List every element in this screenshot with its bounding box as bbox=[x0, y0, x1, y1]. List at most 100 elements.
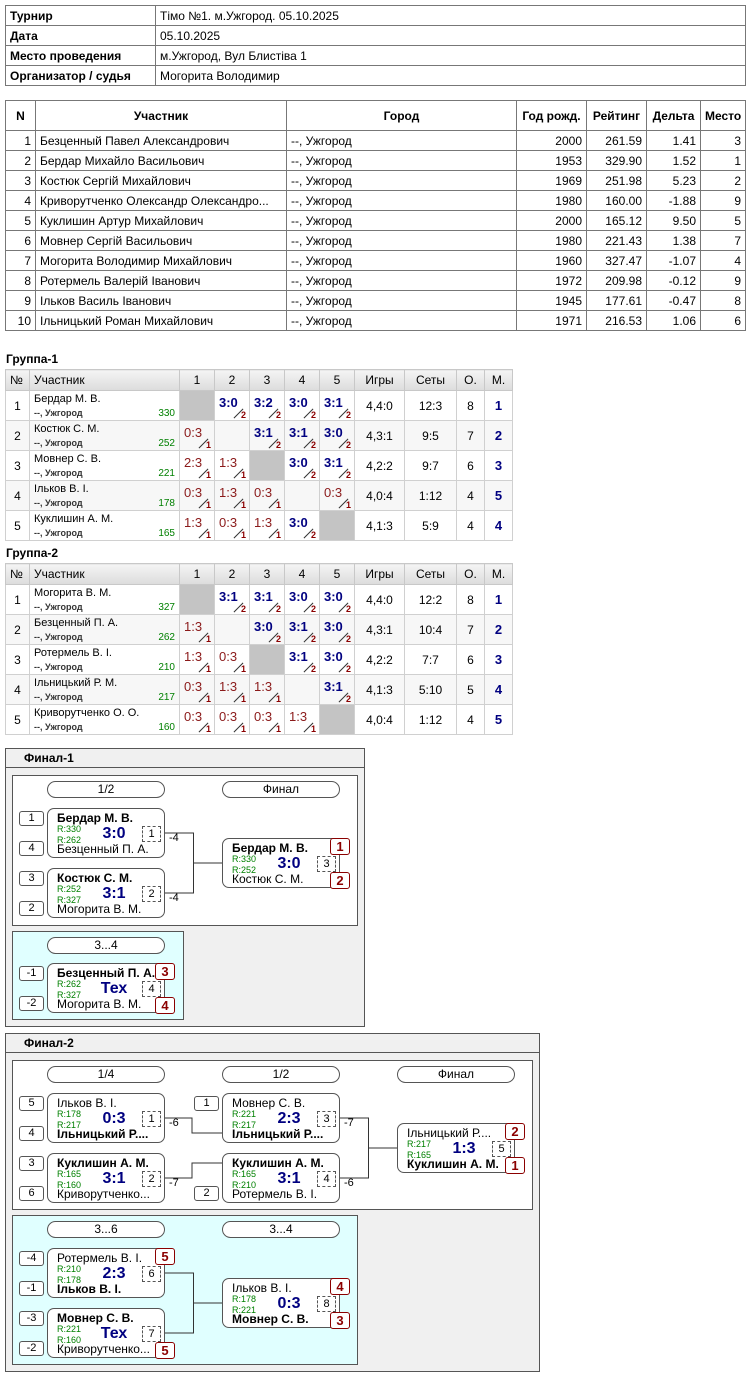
result-cell bbox=[284, 674, 320, 705]
player-name: Ротермель В. І. bbox=[232, 1187, 318, 1201]
player-cell: Ільков В. І. --, Ужгород 178 bbox=[29, 480, 180, 511]
result-cell: 1:3 1 bbox=[179, 644, 215, 675]
match-points: 2 bbox=[310, 440, 316, 450]
match-points: 1 bbox=[240, 470, 246, 480]
result-cell: 3:0 2 bbox=[319, 644, 355, 675]
round-label: 1/2 bbox=[222, 1066, 340, 1083]
match-points: 2 bbox=[345, 440, 351, 450]
score: 1:3 bbox=[184, 649, 203, 664]
column-header: Игры bbox=[354, 369, 405, 391]
match-points: 1 bbox=[205, 634, 211, 644]
score: 3:2 bbox=[254, 395, 273, 410]
result-cell: 1:3 1 bbox=[179, 614, 215, 645]
rating: R:330 bbox=[57, 824, 82, 834]
player-name: Куклишин А. М. bbox=[232, 1156, 324, 1170]
score: 1:3 bbox=[289, 709, 308, 724]
participant-cell: --, Ужгород bbox=[286, 230, 517, 251]
column-header: М. bbox=[484, 563, 513, 585]
final-place: 1 bbox=[330, 838, 350, 855]
result-cell: 0:3 1 bbox=[179, 480, 215, 511]
column-header: Год рожд. bbox=[516, 100, 587, 131]
place: 3 bbox=[484, 644, 513, 675]
player-rating: 217 bbox=[158, 692, 175, 703]
rating: R:165 bbox=[232, 1169, 257, 1179]
result-cell bbox=[214, 420, 250, 451]
player-rating: 165 bbox=[158, 528, 175, 539]
connector bbox=[165, 1117, 222, 1134]
participant-cell: 10 bbox=[5, 310, 36, 331]
group-row: 1 Бердар М. В. --, Ужгород 330 3:0 2 3:2 2 3:0 2 3… bbox=[5, 390, 513, 421]
player-city: --, Ужгород bbox=[34, 602, 83, 612]
player-name: Ільницький Р. М. bbox=[34, 677, 118, 689]
column-header: 1 bbox=[179, 369, 215, 391]
match-number: 1 bbox=[142, 826, 161, 842]
group-row: 1 Могорита В. М. --, Ужгород 327 3:1 2 3:1 2 3:0… bbox=[5, 584, 513, 615]
match: Костюк С. М. R:252 R:327 3:1 2 Могорита В. М. bbox=[47, 868, 165, 918]
loser-destination: -6 bbox=[344, 1177, 354, 1189]
match-points: 2 bbox=[275, 634, 281, 644]
match-points: 1 bbox=[275, 530, 281, 540]
match: Мовнер С. В. R:221 R:217 2:3 3 Ільницький Р..… bbox=[222, 1093, 340, 1143]
participant-cell: 1980 bbox=[516, 190, 587, 211]
result-cell bbox=[284, 480, 320, 511]
result-cell bbox=[179, 390, 215, 421]
result-cell bbox=[249, 644, 285, 675]
match-points: 1 bbox=[310, 724, 316, 734]
column-header: М. bbox=[484, 369, 513, 391]
round-label: 1/2 bbox=[47, 781, 165, 798]
score: 1:3 bbox=[254, 515, 273, 530]
seed: 2 bbox=[19, 901, 44, 916]
seed: -4 bbox=[19, 1251, 44, 1266]
player-name: Мовнер С. В. bbox=[232, 1312, 309, 1326]
match-points: 1 bbox=[205, 530, 211, 540]
participant-cell: --, Ужгород bbox=[286, 190, 517, 211]
player-city: --, Ужгород bbox=[34, 662, 83, 672]
participant-cell: 5 bbox=[700, 210, 746, 231]
loser-destination: -6 bbox=[169, 1117, 179, 1129]
group-row: 2 Безценный П. А. --, Ужгород 262 1:3 1 3:0 2 3:… bbox=[5, 614, 513, 645]
participant-cell: --, Ужгород bbox=[286, 310, 517, 331]
match-points: 1 bbox=[240, 724, 246, 734]
score: 0:3 bbox=[219, 515, 238, 530]
group-table: № Участник 1 2 3 4 5 Игры Сеты О. М. 1 Бердар М. В. -… bbox=[5, 369, 513, 541]
match-number: 6 bbox=[142, 1266, 161, 1282]
group-title: Группа-1 bbox=[6, 352, 59, 366]
participant-cell: 216.53 bbox=[586, 310, 647, 331]
player-city: --, Ужгород bbox=[34, 528, 83, 538]
match-points: 2 bbox=[240, 410, 246, 420]
result-cell bbox=[319, 510, 355, 541]
match-points: 1 bbox=[205, 440, 211, 450]
row-number: 5 bbox=[5, 510, 30, 541]
player-city: --, Ужгород bbox=[34, 632, 83, 642]
score: 0:3 bbox=[184, 485, 203, 500]
result-cell bbox=[319, 704, 355, 735]
score: 3:1 bbox=[289, 619, 308, 634]
participant-cell: --, Ужгород bbox=[286, 150, 517, 171]
participant-cell: 2000 bbox=[516, 130, 587, 151]
result-cell: 3:2 2 bbox=[249, 390, 285, 421]
column-header: 3 bbox=[249, 563, 285, 585]
row-number: 5 bbox=[5, 704, 30, 735]
column-header: О. bbox=[456, 369, 485, 391]
info-label: Место проведения bbox=[5, 45, 156, 66]
column-header: Город bbox=[286, 100, 517, 131]
games: 4,1:3 bbox=[354, 510, 405, 541]
connector bbox=[165, 1162, 222, 1179]
rating: R:165 bbox=[407, 1150, 432, 1160]
participant-cell: 209.98 bbox=[586, 270, 647, 291]
match-points: 2 bbox=[345, 604, 351, 614]
score: Тех bbox=[100, 1325, 128, 1342]
player-rating: 330 bbox=[158, 408, 175, 419]
player-name: Костюк С. М. bbox=[34, 423, 100, 435]
match: Куклишин А. М. R:165 R:210 3:1 4 Ротермель В.… bbox=[222, 1153, 340, 1203]
title-rule bbox=[5, 1052, 540, 1053]
match-number: 4 bbox=[142, 981, 161, 997]
column-header: Сеты bbox=[404, 369, 457, 391]
match-points: 2 bbox=[310, 470, 316, 480]
participants-table: N Участник Город Год рожд. Рейтинг Дельта Мест… bbox=[5, 100, 746, 331]
match-points: 2 bbox=[275, 410, 281, 420]
loser-destination: -4 bbox=[169, 832, 179, 844]
match-points: 1 bbox=[345, 500, 351, 510]
